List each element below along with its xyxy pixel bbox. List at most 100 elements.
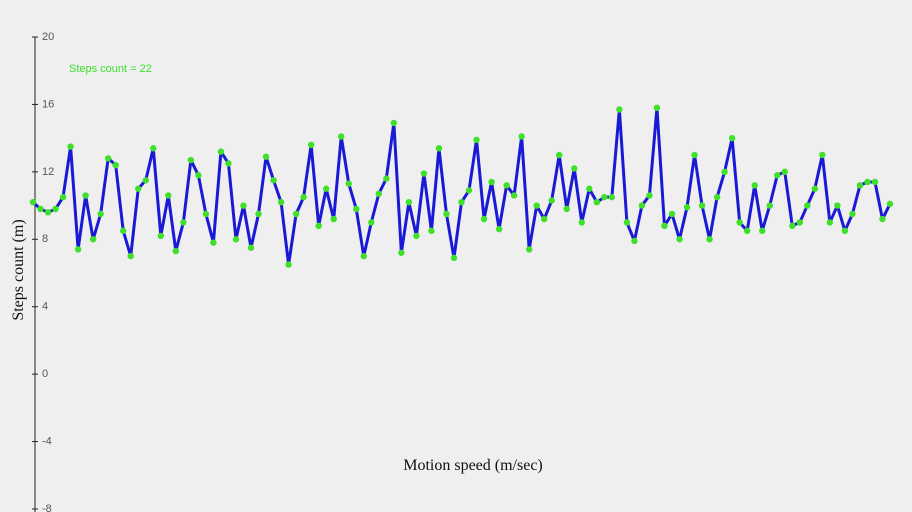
point [646,192,653,199]
point [383,175,390,182]
point [262,153,270,160]
point [548,197,555,204]
point [563,205,570,213]
point [112,161,119,169]
point [608,193,616,201]
point [285,261,292,268]
point [601,193,608,201]
point [556,151,563,159]
point [864,178,871,186]
point [849,210,856,218]
point [774,172,781,179]
point [458,199,465,206]
point [804,202,811,209]
point [322,185,330,192]
point [465,187,473,194]
point [586,185,593,192]
point [240,202,247,209]
point [743,227,751,235]
point [668,210,676,218]
point [195,172,202,179]
point [120,227,127,235]
point [721,168,728,176]
point [638,202,646,209]
point [157,232,164,240]
point [59,193,67,201]
point [277,199,285,206]
point [292,210,300,218]
point [135,185,142,192]
point [886,200,894,208]
point [368,219,375,226]
point [510,192,518,199]
point [495,225,503,233]
point [856,182,864,189]
line [31,106,892,267]
point [202,210,210,218]
point [450,254,458,262]
point [819,151,826,159]
point [217,148,225,155]
point [480,215,488,223]
point [104,155,112,162]
point [52,205,59,213]
x-axis-label: Motion speed (m/sec) [403,457,543,474]
point [766,202,773,209]
point [736,219,743,226]
point [353,205,360,213]
point [879,215,886,223]
point [405,199,413,206]
point [623,219,631,226]
point [834,202,841,209]
point [180,219,187,226]
point [315,222,322,229]
point [390,119,398,127]
point [533,202,540,209]
point [127,252,134,260]
point [89,236,97,243]
point [255,210,262,218]
point [232,236,240,243]
point [841,227,849,235]
point [503,182,510,189]
annotation: Steps count = 22 [69,63,152,75]
point [525,246,533,253]
point [706,236,713,243]
point [789,222,796,229]
point [375,190,383,197]
y-tick-label: 4 [42,301,48,313]
point [713,193,721,201]
point [37,205,44,213]
point [676,236,683,243]
y-tick-label: -8 [42,503,52,512]
point [428,227,435,235]
point [225,160,232,167]
point [691,151,698,159]
point [473,136,480,144]
point [435,145,443,152]
point [796,219,803,226]
point [698,202,706,209]
point [142,177,149,184]
point [307,141,315,149]
point [172,247,180,255]
point [165,192,172,199]
point [338,133,345,140]
point [616,106,623,113]
point [300,193,307,201]
point [398,249,405,256]
point [781,168,788,176]
point [29,199,37,206]
y-tick-label: 16 [42,98,54,110]
point [420,170,428,177]
point [247,244,255,251]
point [97,210,104,218]
point [187,156,195,164]
point [683,204,691,211]
point [571,165,578,172]
point [871,178,879,186]
point [44,209,52,216]
point [443,210,450,218]
y-tick-label: 12 [42,166,54,178]
